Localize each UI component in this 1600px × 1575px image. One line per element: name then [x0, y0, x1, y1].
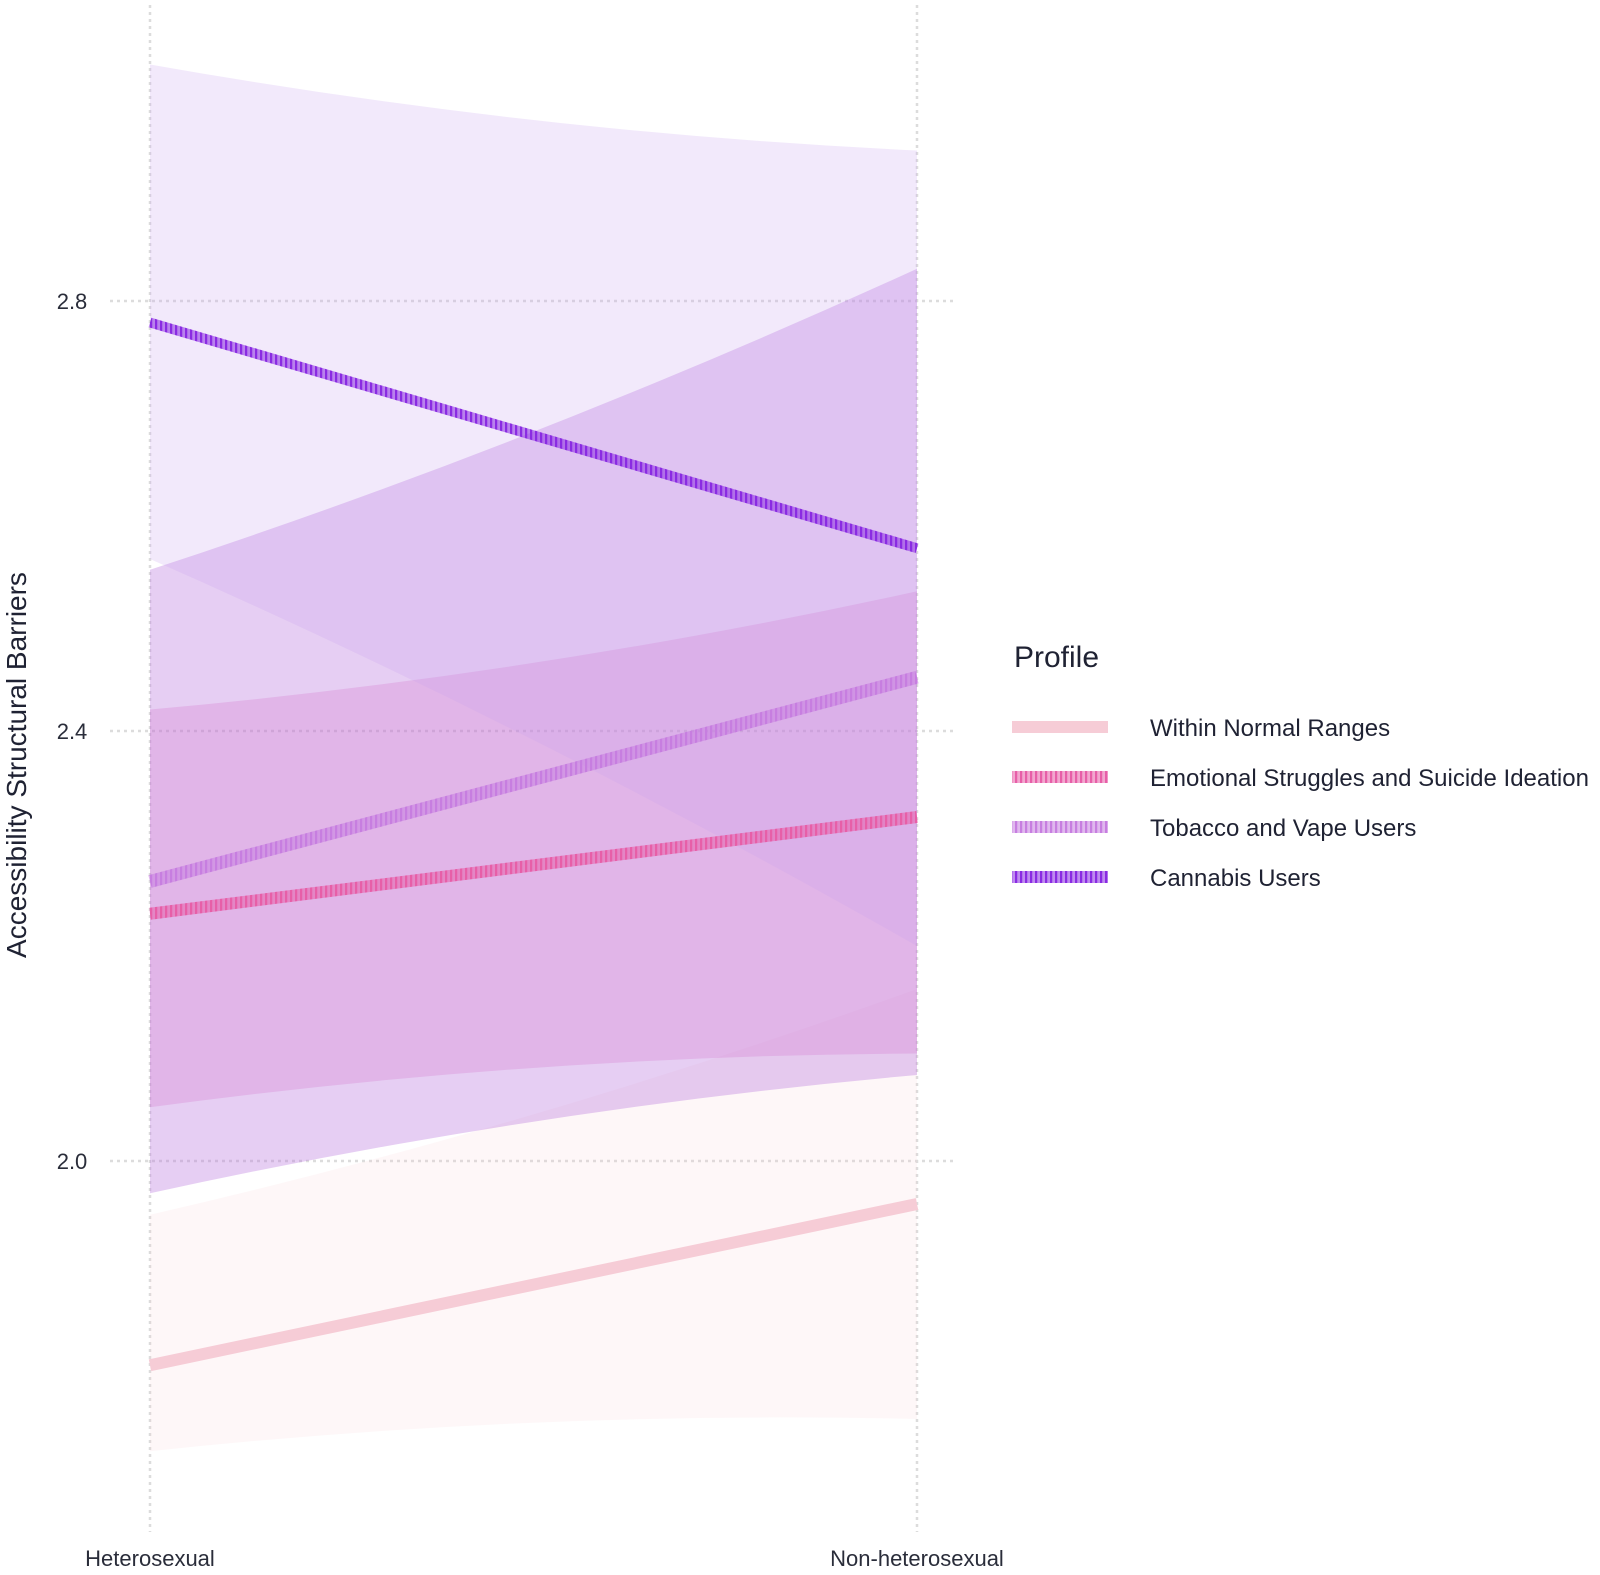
- legend: Profile Within Normal Ranges Emotional St…: [1012, 641, 1589, 892]
- series-line: [148, 317, 919, 554]
- ci-bands: [150, 64, 917, 1452]
- series-line: [148, 1198, 919, 1372]
- series-line: [148, 670, 919, 888]
- series-line: [149, 811, 918, 920]
- y-tick-label: 2.8: [57, 289, 88, 314]
- legend-label: Tobacco and Vape Users: [1150, 815, 1416, 842]
- legend-items: Within Normal Ranges Emotional Struggles …: [1012, 715, 1589, 892]
- legend-label: Cannabis Users: [1150, 865, 1321, 892]
- series-lines: [148, 317, 919, 1372]
- y-axis-title: Accessibility Structural Barriers: [1, 572, 32, 958]
- y-tick-labels: 2.0 2.4 2.8: [57, 289, 88, 1174]
- y-tick-label: 2.4: [57, 719, 88, 744]
- ci-band: [150, 989, 917, 1452]
- x-tick-labels: Heterosexual Non-heterosexual: [85, 1546, 1004, 1571]
- y-tick-label: 2.0: [57, 1149, 88, 1174]
- x-tick-label: Non-heterosexual: [830, 1546, 1004, 1571]
- x-tick-label: Heterosexual: [85, 1546, 215, 1571]
- legend-title: Profile: [1014, 641, 1099, 674]
- legend-label: Emotional Struggles and Suicide Ideation: [1150, 765, 1589, 792]
- legend-label: Within Normal Ranges: [1150, 715, 1390, 742]
- ci-band: [150, 268, 917, 1194]
- ci-band: [150, 591, 917, 1108]
- grid: [110, 5, 955, 1532]
